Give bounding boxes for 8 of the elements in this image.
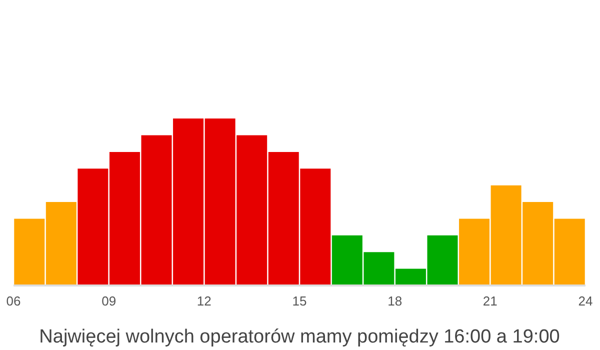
x-tick-label: 24: [578, 294, 593, 308]
x-tick-label: 21: [482, 294, 498, 308]
x-tick-label: 12: [196, 294, 212, 308]
x-axis-title: Najwięcej wolnych operatorów mamy pomiędzy 16:00 a 19:00: [39, 326, 560, 348]
x-tick-label: 18: [388, 294, 402, 308]
x-tick-label: 15: [292, 294, 307, 308]
x-tick-label: 06: [6, 294, 21, 308]
x-tick-label: 09: [102, 294, 116, 308]
